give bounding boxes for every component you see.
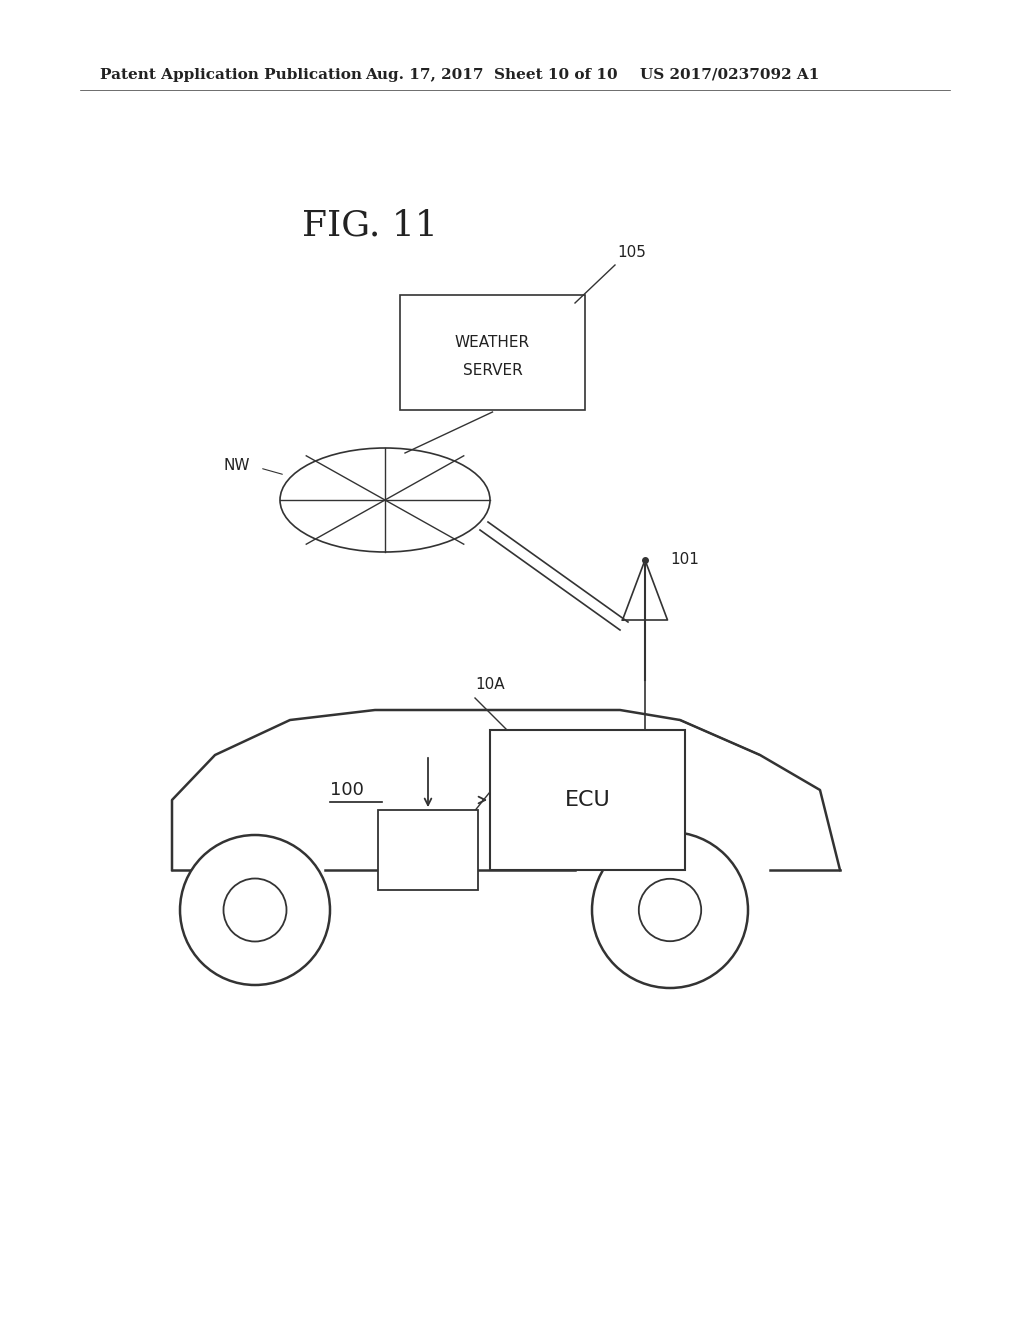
Text: 101: 101: [670, 553, 698, 568]
Ellipse shape: [280, 447, 490, 552]
Text: 10A: 10A: [475, 677, 505, 692]
Text: WEATHER: WEATHER: [455, 335, 530, 350]
Text: Patent Application Publication: Patent Application Publication: [100, 69, 362, 82]
Circle shape: [592, 832, 748, 987]
Circle shape: [223, 879, 287, 941]
Bar: [400, 294, 585, 411]
Text: ECU: ECU: [564, 789, 610, 810]
Text: NW: NW: [223, 458, 250, 473]
Text: SERVER: SERVER: [463, 363, 522, 378]
Bar: [378, 810, 478, 890]
Text: 100: 100: [330, 781, 364, 799]
Circle shape: [180, 836, 330, 985]
Text: 105: 105: [617, 246, 646, 260]
Text: US 2017/0237092 A1: US 2017/0237092 A1: [640, 69, 819, 82]
Text: Aug. 17, 2017  Sheet 10 of 10: Aug. 17, 2017 Sheet 10 of 10: [365, 69, 617, 82]
Text: 20: 20: [500, 760, 519, 775]
Text: FIG. 11: FIG. 11: [302, 209, 438, 242]
Circle shape: [639, 879, 701, 941]
Bar: [490, 730, 685, 870]
